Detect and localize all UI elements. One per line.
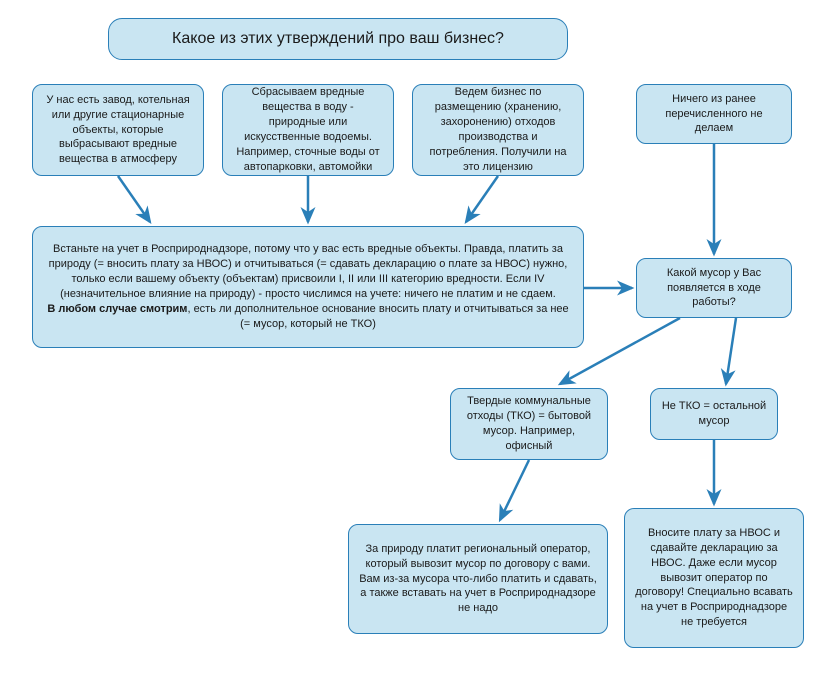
what-waste-text: Какой мусор у Вас появляется в ходе рабо… bbox=[647, 266, 781, 311]
not-tko-text: Не ТКО = остальной мусор bbox=[661, 399, 767, 429]
option-2-node: Сбрасываем вредные вещества в воду - при… bbox=[222, 84, 394, 176]
register-bold: В любом случае смотрим bbox=[47, 303, 187, 315]
not-tko-node: Не ТКО = остальной мусор bbox=[650, 388, 778, 440]
arrow-opt1-reg bbox=[118, 176, 150, 222]
option-2-text: Сбрасываем вредные вещества в воду - при… bbox=[233, 85, 383, 174]
option-4-node: Ничего из ранее перечисленного не делаем bbox=[636, 84, 792, 144]
nvos-node: Вносите плату за НВОС и сдавайте деклара… bbox=[624, 508, 804, 648]
arrow-tko-regional bbox=[500, 460, 529, 520]
nvos-text: Вносите плату за НВОС и сдавайте деклара… bbox=[635, 526, 793, 630]
tko-node: Твердые коммунальные отходы (ТКО) = быто… bbox=[450, 388, 608, 460]
option-4-text: Ничего из ранее перечисленного не делаем bbox=[647, 92, 781, 137]
option-3-text: Ведем бизнес по размещению (хранению, за… bbox=[423, 85, 573, 174]
title-text: Какое из этих утверждений про ваш бизнес… bbox=[172, 28, 504, 50]
title-node: Какое из этих утверждений про ваш бизнес… bbox=[108, 18, 568, 60]
option-3-node: Ведем бизнес по размещению (хранению, за… bbox=[412, 84, 584, 176]
option-1-text: У нас есть завод, котельная или другие с… bbox=[43, 93, 193, 167]
tko-text: Твердые коммунальные отходы (ТКО) = быто… bbox=[461, 394, 597, 453]
register-p1: Встаньте на учет в Росприроднадзоре, пот… bbox=[49, 243, 568, 300]
regional-node: За природу платит региональный оператор,… bbox=[348, 524, 608, 634]
what-waste-node: Какой мусор у Вас появляется в ходе рабо… bbox=[636, 258, 792, 318]
register-node: Встаньте на учет в Росприроднадзоре, пот… bbox=[32, 226, 584, 348]
regional-text: За природу платит региональный оператор,… bbox=[359, 542, 597, 616]
option-1-node: У нас есть завод, котельная или другие с… bbox=[32, 84, 204, 176]
arrow-opt3-reg bbox=[466, 176, 498, 222]
arrow-ww-nottko bbox=[726, 318, 736, 384]
register-text: Встаньте на учет в Росприроднадзоре, пот… bbox=[43, 242, 573, 331]
register-p2: , есть ли дополнительное основание вноси… bbox=[187, 303, 568, 330]
